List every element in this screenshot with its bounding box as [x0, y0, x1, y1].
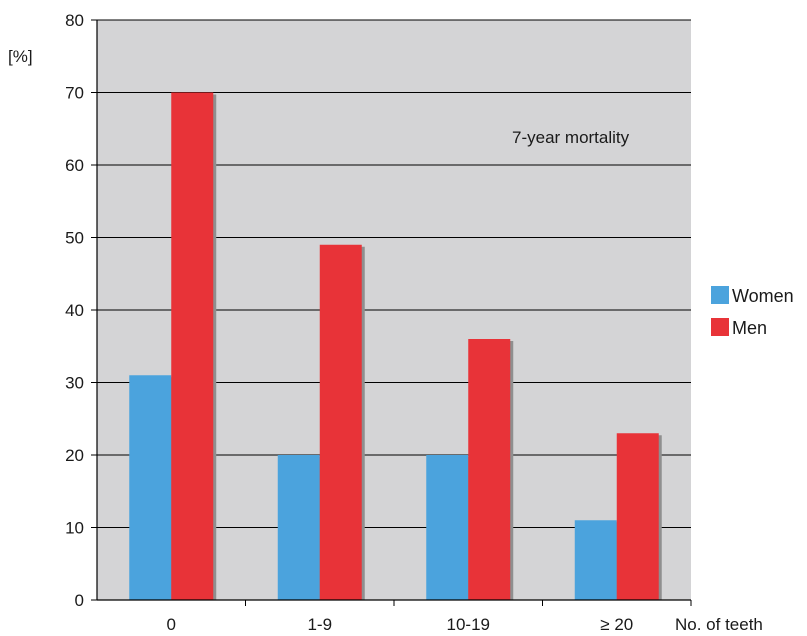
- x-axis-label: No. of teeth: [675, 615, 763, 634]
- legend-label: Men: [732, 318, 767, 338]
- legend: Women Men: [711, 286, 794, 338]
- y-tick-label: 50: [65, 229, 84, 248]
- chart-annotation: 7-year mortality: [512, 128, 630, 147]
- x-tick-label: 10-19: [447, 615, 490, 634]
- y-tick-label: 40: [65, 301, 84, 320]
- y-tick-label: 30: [65, 374, 84, 393]
- bar-men: [171, 92, 214, 600]
- x-tick-label: 1-9: [307, 615, 332, 634]
- bar-men: [468, 339, 511, 600]
- bar-women: [426, 455, 469, 600]
- y-tick-label: 20: [65, 446, 84, 465]
- y-tick-label: 60: [65, 156, 84, 175]
- bars: [129, 92, 662, 600]
- x-tick-label: ≥ 20: [600, 615, 633, 634]
- legend-swatch-men: [711, 318, 729, 336]
- x-tick-label: 0: [167, 615, 176, 634]
- legend-label: Women: [732, 286, 794, 306]
- y-axis-label: [%]: [8, 47, 33, 66]
- y-tick-label: 70: [65, 84, 84, 103]
- bar-women: [277, 455, 320, 600]
- bar-women: [129, 375, 172, 600]
- y-tick-label: 0: [75, 591, 84, 610]
- legend-swatch-women: [711, 286, 729, 304]
- x-tick-labels: 0 1-9 10-19 ≥ 20: [167, 600, 692, 634]
- y-tick-label: 80: [65, 11, 84, 30]
- y-tick-labels: 0 10 20 30 40 50 60 70 80: [65, 11, 97, 610]
- bar-women: [574, 520, 617, 600]
- bar-men: [616, 433, 659, 600]
- bar-men: [319, 244, 362, 600]
- y-tick-label: 10: [65, 519, 84, 538]
